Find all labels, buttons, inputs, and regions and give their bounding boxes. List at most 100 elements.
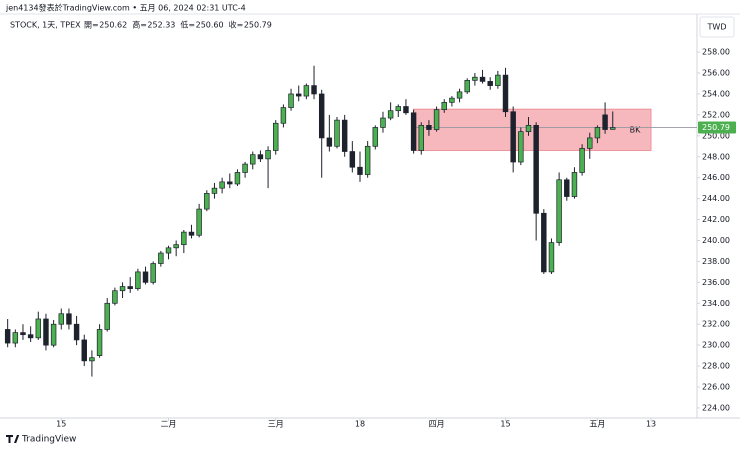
candle-body (211, 187, 218, 194)
candle-body (81, 339, 87, 362)
candle-body (571, 172, 578, 197)
candle-body (426, 125, 432, 130)
candle-body (242, 163, 248, 173)
candle-body (525, 125, 532, 132)
x-tick-label: 四月 (429, 420, 445, 429)
candle-body (372, 127, 379, 147)
y-tick-label: 230.00 (702, 341, 730, 350)
candle-body (188, 231, 195, 236)
candle-body (502, 74, 509, 113)
currency-box[interactable] (699, 16, 735, 38)
legend-label: 低= (180, 20, 195, 30)
candle-body (326, 137, 333, 147)
candle-body (602, 114, 608, 130)
candle-body (594, 127, 601, 139)
candle-body (12, 332, 19, 344)
y-tick-label: 242.00 (702, 215, 730, 224)
candle-body (418, 125, 424, 151)
y-tick-label: 252.00 (702, 110, 730, 119)
candle-body (158, 252, 164, 264)
candle-body (533, 125, 539, 214)
candle-body (548, 242, 555, 273)
legend-value: 250.62 (99, 21, 127, 30)
candle-body (89, 357, 95, 362)
candle-body (96, 329, 103, 356)
candle-body (288, 93, 294, 108)
candle-body (181, 231, 187, 246)
candle-body (349, 151, 356, 168)
candle-body (556, 179, 562, 243)
candle-body (610, 127, 616, 130)
candle-body (303, 85, 310, 97)
candle-body (395, 106, 402, 112)
x-tick-label: 18 (355, 420, 365, 429)
candle-body (135, 271, 141, 289)
candle-body (318, 93, 325, 139)
x-tick-label: 15 (56, 420, 66, 429)
candle-body (142, 271, 149, 283)
y-tick-label: 258.00 (702, 48, 730, 57)
x-tick-label: 三月 (268, 420, 284, 429)
candle-body (311, 85, 317, 95)
legend-label: 高= (132, 20, 147, 30)
candle-body (43, 318, 49, 346)
candle-body (66, 313, 72, 325)
candle-body (35, 318, 42, 339)
candle-body (4, 329, 11, 344)
y-tick-label: 232.00 (702, 320, 730, 329)
candle-body (357, 166, 363, 175)
candle-body (265, 150, 271, 160)
y-tick-label: 228.00 (702, 362, 730, 371)
candle-body (280, 107, 287, 124)
x-tick-label: 五月 (589, 420, 605, 429)
y-tick-label: 240.00 (702, 236, 730, 245)
candle-body (341, 119, 348, 152)
last-price-label: 250.79 (702, 123, 730, 132)
candle-body (112, 290, 118, 304)
y-tick-label: 256.00 (702, 69, 730, 78)
candle-body (387, 110, 394, 119)
ohlc-legend: 開= 250.62 高= 252.33 低= 250.60 收= 250.79 (84, 20, 272, 30)
candle-body (27, 334, 34, 339)
candle-body (58, 313, 64, 325)
candle-body (441, 101, 447, 111)
candle-body (250, 154, 256, 165)
candle-body (227, 181, 233, 185)
candle-body (380, 117, 386, 128)
x-tick-label: 二月 (161, 420, 177, 429)
candle-body (518, 131, 524, 163)
candle-body (510, 111, 516, 163)
legend-label: 收= (229, 20, 244, 30)
y-tick-label: 224.00 (702, 403, 730, 412)
brand-logo (6, 435, 20, 443)
candle-body (472, 76, 478, 81)
candle-body (495, 74, 501, 86)
currency: TWD (707, 23, 727, 32)
candle-body (50, 323, 57, 346)
y-tick-label: 234.00 (702, 299, 730, 308)
candle-body (464, 80, 470, 93)
candle-body (456, 91, 463, 99)
candle-body (487, 81, 493, 86)
candle-body (564, 179, 570, 197)
candle-body (104, 302, 110, 330)
symbol: STOCK, 1天, TPEX (10, 21, 81, 30)
y-tick-label: 238.00 (702, 257, 730, 266)
y-tick-label: 236.00 (702, 278, 730, 287)
candle-body (587, 137, 593, 149)
candle-body (449, 97, 455, 103)
plot-area: BK (4, 65, 697, 377)
candle-body (234, 172, 241, 185)
y-tick-label: 244.00 (702, 194, 730, 203)
x-tick-label: 15 (500, 420, 510, 429)
y-tick-label: 254.00 (702, 89, 730, 98)
y-tick-label: 246.00 (702, 173, 730, 182)
candle-body (150, 263, 156, 283)
y-tick-label: 248.00 (702, 152, 730, 161)
candle-body (204, 193, 210, 210)
candle-body (119, 286, 126, 292)
y-tick-label: 226.00 (702, 383, 730, 392)
candle-body (433, 109, 440, 130)
zone (413, 108, 652, 151)
